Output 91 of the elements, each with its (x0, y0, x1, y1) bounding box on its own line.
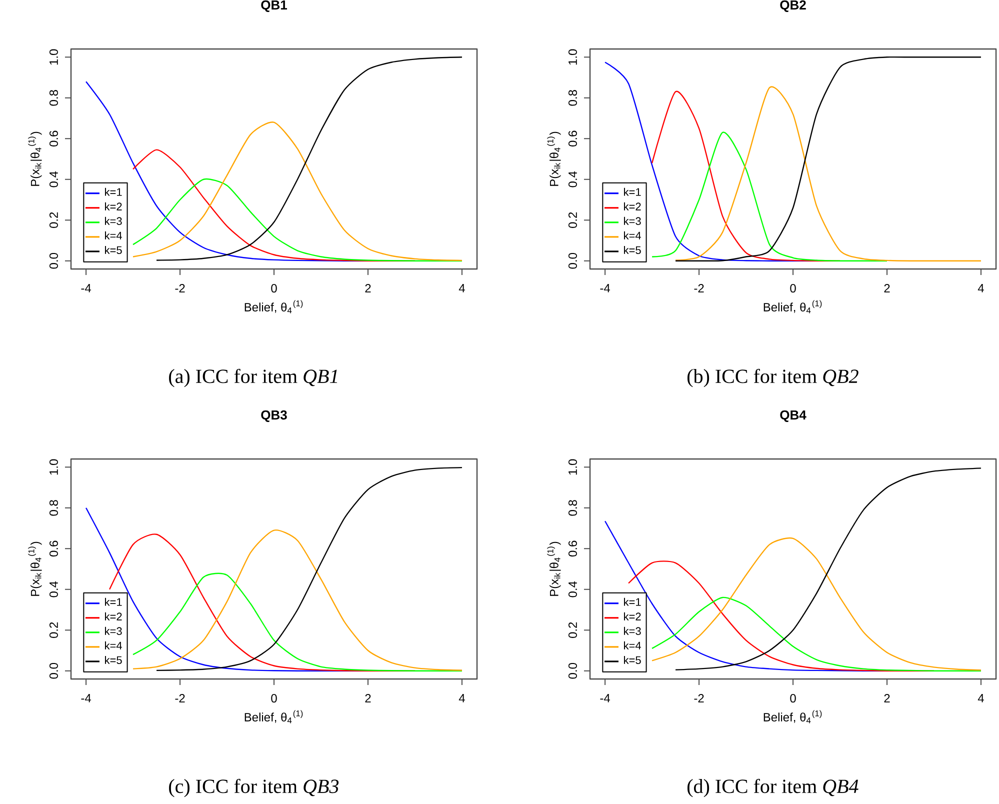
legend-label: k=2 (624, 202, 641, 210)
y-axis-title: P(x$_{ik}$|θ$_{4}$$^{(1)}$) (547, 132, 561, 186)
legend-label: k=2 (105, 612, 122, 620)
legend-label: k=5 (105, 656, 122, 664)
line-series (651, 596, 982, 672)
y-tick-label: 0.6 (49, 130, 58, 146)
legend-label: k=3 (105, 216, 122, 225)
legend-label: k=2 (105, 202, 122, 210)
line-series (132, 178, 463, 262)
y-axis-title: P(x$_{ik}$|θ$_{4}$$^{(1)}$) (28, 542, 42, 596)
line-series (651, 538, 982, 671)
x-tick-label: -2 (175, 284, 185, 292)
legend-label: k=3 (105, 626, 122, 635)
y-tick-label: 0.8 (49, 500, 58, 516)
x-tick-label: 0 (790, 284, 796, 293)
x-tick-label: 4 (458, 284, 465, 292)
line-series (674, 56, 982, 262)
chart-title: QB2 (780, 0, 806, 12)
x-tick-label: -2 (175, 694, 185, 702)
y-tick-label: 0.2 (568, 622, 577, 638)
x-tick-label: 2 (884, 694, 890, 702)
text: (a) ICC for item QB1 (169, 368, 338, 388)
y-tick-label: 0.8 (568, 500, 577, 516)
x-axis-title: Belief, θ$_{4}$(1) (244, 300, 303, 314)
x-tick-label: -2 (694, 694, 704, 702)
line-series (674, 468, 982, 670)
legend-label: k=1 (105, 188, 122, 196)
y-tick-label: 0.2 (49, 622, 58, 638)
legend-label: k=1 (105, 598, 122, 606)
x-tick-label: 0 (271, 694, 277, 703)
y-tick-label: 0.0 (568, 662, 577, 679)
legend-label: k=1 (624, 598, 641, 606)
x-tick-label: 2 (884, 284, 890, 292)
text: (d) ICC for item QB4 (687, 778, 858, 798)
legend-label: k=2 (624, 612, 641, 620)
chart-title: QB1 (261, 0, 288, 12)
x-tick-label: -4 (81, 694, 92, 702)
line-series (674, 86, 982, 262)
y-tick-label: 0.4 (568, 581, 577, 598)
y-tick-label: 0.4 (568, 171, 577, 188)
y-tick-label: 0.6 (568, 130, 577, 146)
line-series (156, 56, 463, 261)
legend-label: k=5 (105, 246, 122, 254)
legend-label: k=5 (624, 246, 641, 254)
y-tick-label: 0.0 (49, 252, 58, 269)
x-axis-title: Belief, θ$_{4}$(1) (764, 300, 822, 314)
y-tick-label: 0.2 (568, 212, 577, 228)
x-tick-label: 4 (978, 284, 984, 292)
line-series (132, 122, 463, 262)
legend-label: k=3 (624, 216, 641, 225)
y-tick-label: 0.0 (49, 662, 58, 679)
legend-label: k=4 (624, 641, 641, 650)
y-tick-label: 0.8 (568, 90, 577, 106)
y-axis-title: P(x$_{ik}$|θ$_{4}$$^{(1)}$) (547, 542, 561, 596)
y-tick-label: 0.6 (49, 540, 58, 556)
legend-label: k=4 (624, 231, 641, 240)
y-axis-title: P(x$_{ik}$|θ$_{4}$$^{(1)}$) (28, 132, 42, 186)
text: (c) ICC for item QB3 (169, 778, 339, 798)
legend-label: k=4 (105, 641, 122, 650)
y-tick-label: 1.0 (49, 459, 58, 475)
line-series (132, 530, 463, 671)
y-tick-label: 0.4 (49, 581, 58, 598)
line-series (156, 466, 463, 672)
legend-label: k=4 (105, 231, 122, 240)
y-tick-label: 0.4 (49, 171, 58, 188)
x-tick-label: 0 (790, 694, 796, 703)
x-tick-label: 4 (978, 694, 984, 702)
chart-title: QB3 (261, 410, 287, 422)
y-tick-label: 1.0 (568, 49, 577, 65)
x-tick-label: 4 (458, 694, 465, 702)
legend-label: k=1 (624, 188, 641, 196)
x-axis-title: Belief, θ$_{4}$(1) (244, 710, 303, 724)
y-tick-label: 1.0 (49, 49, 58, 65)
x-tick-label: -2 (694, 284, 704, 292)
x-tick-label: 2 (365, 694, 371, 702)
legend-label: k=3 (624, 626, 641, 635)
legend-label: k=5 (624, 656, 641, 664)
y-tick-label: 0.6 (568, 540, 577, 556)
x-tick-label: -4 (600, 284, 610, 292)
line-series (651, 132, 888, 262)
y-tick-label: 0.8 (49, 90, 58, 106)
x-tick-label: -4 (81, 284, 92, 292)
y-tick-label: 0.0 (568, 252, 577, 269)
x-tick-label: -4 (600, 694, 610, 702)
x-tick-label: 0 (271, 284, 277, 293)
y-tick-label: 0.2 (49, 212, 58, 228)
chart-title: QB4 (780, 410, 806, 422)
y-tick-label: 1.0 (568, 459, 577, 475)
text: (b) ICC for item QB2 (687, 368, 858, 388)
x-axis-title: Belief, θ$_{4}$(1) (764, 710, 822, 724)
x-tick-label: 2 (365, 284, 371, 292)
